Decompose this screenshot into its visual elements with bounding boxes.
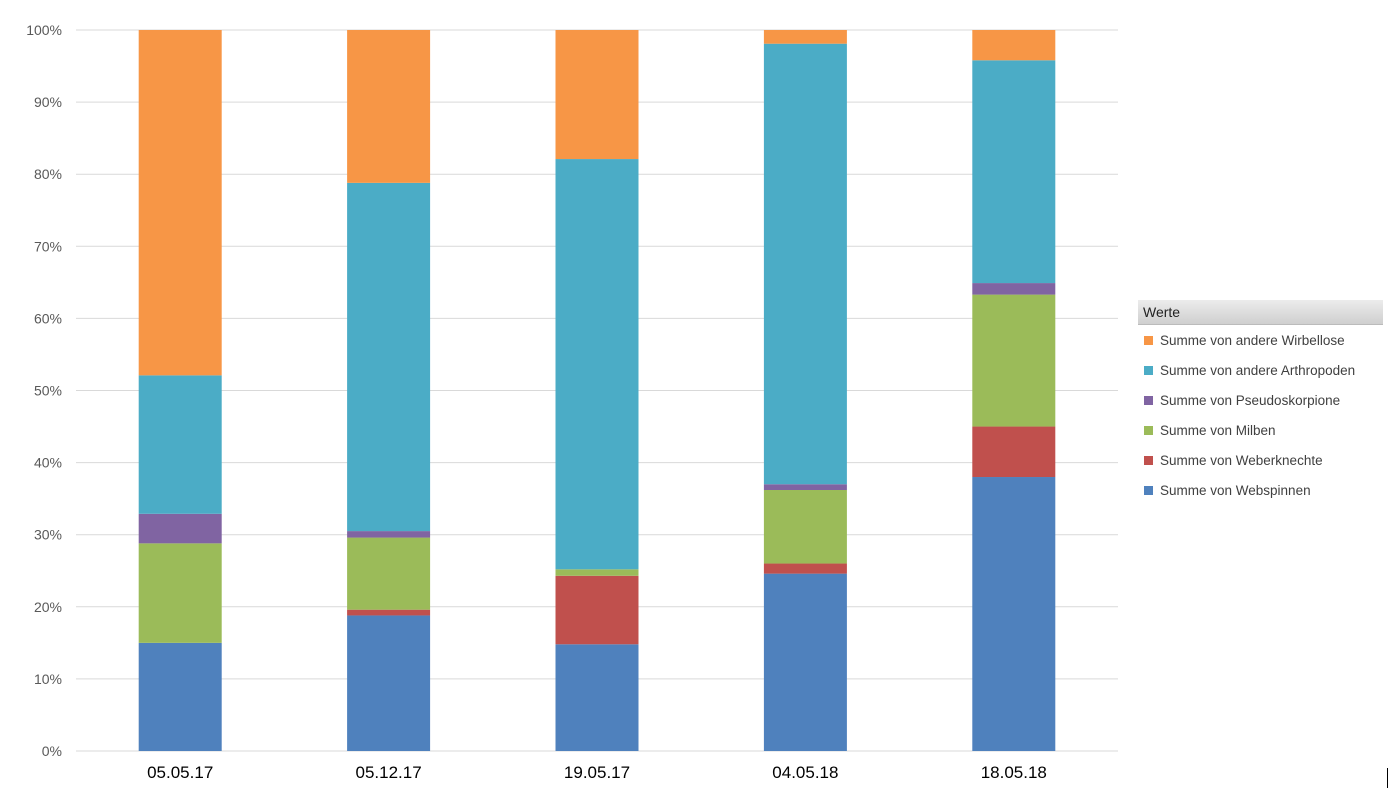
- legend-label: Summe von Pseudoskorpione: [1160, 392, 1341, 408]
- x-category-label: 19.05.17: [564, 763, 630, 782]
- legend-swatch: [1144, 365, 1153, 375]
- bar-segment: [763, 43, 847, 485]
- bar-segment: [347, 615, 431, 751]
- bar-segment: [972, 30, 1056, 61]
- text-cursor: [1387, 768, 1388, 788]
- bar-segment: [972, 426, 1056, 478]
- bar-segment: [763, 489, 847, 564]
- bar-segment: [763, 573, 847, 751]
- y-tick-label: 20%: [34, 599, 62, 615]
- legend-label: Summe von Weberknechte: [1160, 452, 1323, 468]
- y-tick-label: 10%: [34, 671, 62, 687]
- y-axis-tick-labels: 0% 10% 20% 30% 40% 50% 60% 70% 80% 90% 100%: [26, 22, 62, 759]
- y-tick-label: 30%: [34, 527, 62, 543]
- bar-segment: [972, 294, 1056, 427]
- bar-segment: [763, 563, 847, 574]
- legend-item: Summe von Weberknechte: [1138, 445, 1383, 475]
- y-tick-label: 40%: [34, 455, 62, 471]
- bar-segment: [347, 537, 431, 610]
- x-axis-category-labels: 05.05.17 05.12.17 19.05.17 04.05.18 18.05.18: [147, 763, 1047, 782]
- bar-segment: [347, 609, 431, 616]
- x-category-label: 05.12.17: [356, 763, 422, 782]
- x-category-label: 18.05.18: [981, 763, 1047, 782]
- x-category-label: 04.05.18: [772, 763, 838, 782]
- y-tick-label: 70%: [34, 238, 62, 254]
- bar-segment: [555, 575, 639, 645]
- bar-segment: [763, 484, 847, 490]
- bar-segment: [763, 30, 847, 44]
- bar-segment: [555, 644, 639, 751]
- y-tick-label: 80%: [34, 166, 62, 182]
- bar-segment: [138, 513, 222, 544]
- legend-swatch: [1144, 395, 1153, 405]
- legend-item: Summe von Webspinnen: [1138, 475, 1383, 505]
- legend-label: Summe von andere Wirbellose: [1160, 332, 1345, 348]
- bar-segment: [972, 60, 1056, 284]
- y-tick-label: 0%: [42, 743, 62, 759]
- legend-swatch: [1144, 335, 1153, 345]
- legend-item: Summe von Milben: [1138, 415, 1383, 445]
- bars: [138, 30, 1056, 751]
- y-tick-label: 60%: [34, 310, 62, 326]
- legend-item: Summe von andere Arthropoden: [1138, 355, 1383, 385]
- legend-label: Summe von Webspinnen: [1160, 482, 1311, 498]
- bar-segment: [138, 642, 222, 751]
- legend-label: Summe von andere Arthropoden: [1160, 362, 1356, 378]
- legend-swatch: [1144, 485, 1153, 495]
- bar-segment: [138, 30, 222, 376]
- bar-segment: [138, 375, 222, 514]
- bar-segment: [972, 283, 1056, 295]
- legend-swatch: [1144, 455, 1153, 465]
- legend-item: Summe von andere Wirbellose: [1138, 325, 1383, 355]
- legend-title: Werte: [1138, 300, 1383, 325]
- bar-segment: [555, 30, 639, 160]
- x-category-label: 05.05.17: [147, 763, 213, 782]
- bar-segment: [347, 30, 431, 183]
- y-tick-label: 100%: [26, 22, 62, 38]
- bar-segment: [347, 182, 431, 532]
- y-tick-label: 90%: [34, 94, 62, 110]
- bar-segment: [555, 159, 639, 570]
- y-tick-label: 50%: [34, 383, 62, 399]
- legend: Werte Summe von andere Wirbellose Summe v…: [1138, 300, 1383, 505]
- bar-segment: [972, 477, 1056, 751]
- legend-items: Summe von andere Wirbellose Summe von and…: [1138, 325, 1383, 505]
- legend-label: Summe von Milben: [1160, 422, 1276, 438]
- legend-swatch: [1144, 425, 1153, 435]
- legend-item: Summe von Pseudoskorpione: [1138, 385, 1383, 415]
- bar-segment: [347, 531, 431, 538]
- bar-segment: [555, 569, 639, 576]
- bar-segment: [138, 543, 222, 643]
